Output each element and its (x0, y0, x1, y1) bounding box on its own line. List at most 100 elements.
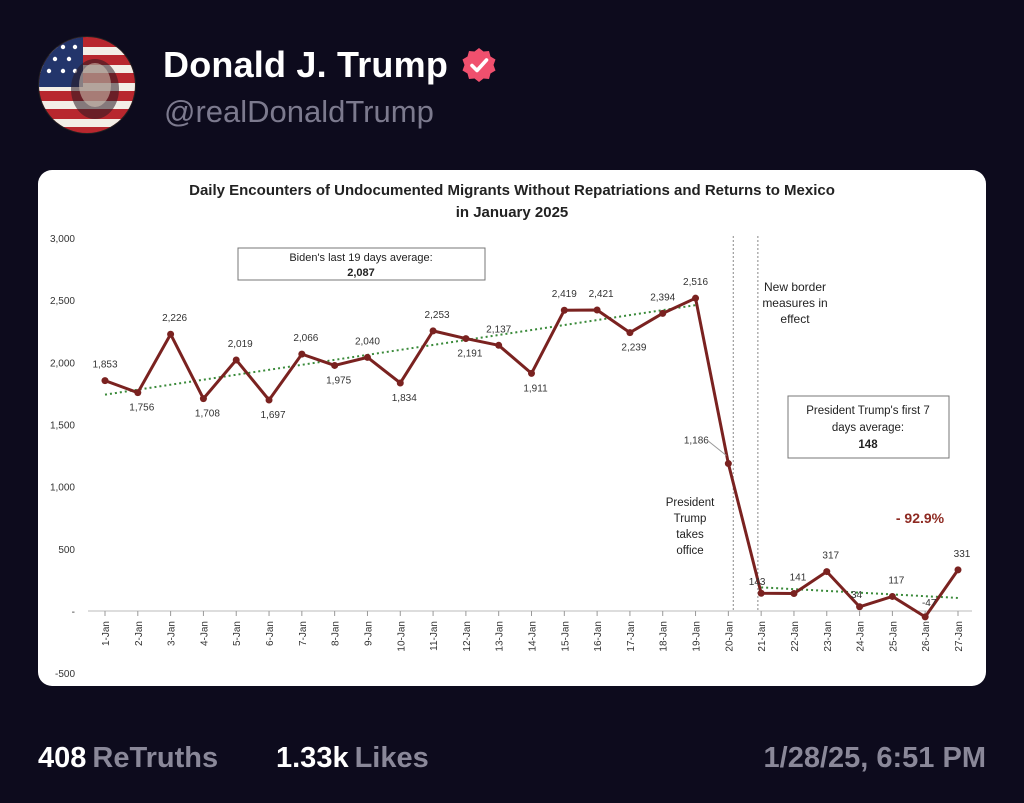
x-tick-label: 4-Jan (199, 621, 210, 646)
x-tick-label: 13-Jan (495, 621, 506, 652)
data-point (363, 353, 371, 361)
x-tick-label: 8-Jan (331, 621, 342, 646)
data-point (593, 306, 601, 314)
data-label: 1,911 (523, 383, 548, 394)
data-point (101, 377, 109, 385)
data-point (724, 460, 732, 468)
data-label: 2,191 (457, 349, 482, 360)
x-tick-label: 27-Jan (954, 621, 965, 652)
author-handle[interactable]: @realDonaldTrump (164, 94, 434, 129)
data-point (528, 369, 535, 377)
data-label: 2,137 (486, 324, 511, 335)
x-tick-label: 23-Jan (823, 621, 834, 652)
data-label: 2,019 (228, 339, 253, 350)
x-tick-label: 14-Jan (528, 621, 539, 652)
data-label: 2,239 (621, 343, 646, 354)
retruths-count: 408 (38, 742, 87, 774)
x-tick-label: 7-Jan (298, 621, 309, 646)
office-label-line1: President (666, 497, 715, 509)
data-label: 1,708 (195, 409, 220, 420)
data-label: 1,186 (684, 436, 709, 447)
data-label: 317 (822, 551, 839, 562)
y-tick-label: 2,500 (50, 296, 75, 307)
x-tick-label: 12-Jan (462, 621, 473, 652)
y-tick-label: - (72, 607, 75, 618)
biden-average-value: 2,087 (347, 267, 375, 279)
x-tick-label: 19-Jan (692, 621, 703, 652)
data-point (265, 396, 273, 404)
data-label: 2,394 (650, 292, 675, 303)
line-chart: Daily Encounters of Undocumented Migrant… (50, 182, 972, 680)
x-tick-label: 18-Jan (659, 621, 670, 652)
data-point (790, 589, 798, 597)
verified-badge-icon (460, 46, 498, 84)
likes-label: Likes (354, 742, 429, 774)
data-label: 1,853 (92, 360, 117, 371)
biden-average-annotation: Biden's last 19 days average: 2,087 (237, 247, 486, 281)
x-tick-label: 2-Jan (134, 621, 145, 646)
data-label: 1,697 (261, 410, 286, 421)
biden-average-text: Biden's last 19 days average: (289, 252, 432, 264)
data-point (232, 356, 240, 364)
data-label: -47 (922, 598, 937, 609)
y-tick-label: 1,500 (50, 421, 75, 432)
x-tick-label: 16-Jan (593, 621, 604, 652)
data-label: 34 (851, 590, 863, 601)
chart-title: Daily Encounters of Undocumented Migrant… (189, 182, 835, 199)
trump-average-annotation: President Trump's first 7 days average: … (787, 395, 950, 459)
post-timestamp[interactable]: 1/28/25, 6:51 PM (763, 742, 986, 774)
retruths-stat[interactable]: 408 ReTruths (38, 742, 218, 775)
data-point (396, 379, 404, 387)
data-label: 2,066 (293, 333, 318, 344)
post-header: Donald J. Trump @realDonaldTrump (38, 36, 938, 134)
x-tick-label: 1-Jan (101, 621, 112, 646)
data-label: 2,253 (425, 310, 450, 321)
x-tick-label: 3-Jan (167, 621, 178, 646)
author-name[interactable]: Donald J. Trump (163, 44, 449, 85)
percent-change-label: - 92.9% (896, 510, 945, 526)
data-label: 1,756 (129, 403, 154, 414)
data-point (659, 309, 667, 317)
data-point (692, 294, 700, 302)
x-tick-label: 15-Jan (560, 621, 571, 652)
post-footer: 408 ReTruths 1.33k Likes 1/28/25, 6:51 PM (0, 742, 1024, 786)
avatar[interactable] (38, 36, 136, 134)
data-label: 143 (749, 577, 766, 588)
data-point (757, 589, 765, 597)
data-point (167, 330, 175, 338)
office-label-line3: takes (676, 529, 704, 541)
y-tick-label: 3,000 (50, 234, 75, 245)
x-tick-label: 21-Jan (757, 621, 768, 652)
x-tick-label: 17-Jan (626, 621, 637, 652)
trump-average-line2: days average: (832, 422, 904, 434)
x-tick-label: 20-Jan (724, 621, 735, 652)
data-point (888, 592, 896, 600)
data-point (921, 613, 929, 621)
data-label: 117 (888, 575, 904, 586)
data-label: 2,226 (162, 313, 187, 324)
retruths-label: ReTruths (92, 742, 219, 774)
likes-stat[interactable]: 1.33k Likes (276, 742, 429, 775)
x-tick-label: 26-Jan (921, 621, 932, 652)
y-tick-label: 1,000 (50, 483, 75, 494)
chart-subtitle: in January 2025 (456, 204, 569, 221)
x-tick-label: 9-Jan (363, 621, 374, 646)
x-tick-label: 25-Jan (888, 621, 899, 652)
data-point (495, 341, 503, 349)
x-tick-label: 24-Jan (856, 621, 867, 652)
flag-portrait-avatar-icon (39, 37, 135, 133)
border-measures-line3: effect (780, 312, 810, 326)
data-label: 2,516 (683, 277, 708, 288)
data-point (560, 306, 568, 314)
data-point (823, 568, 831, 576)
data-label: 2,419 (552, 289, 577, 300)
data-point (134, 389, 142, 397)
data-label: 331 (954, 549, 971, 560)
likes-count: 1.33k (276, 742, 349, 774)
data-point (429, 327, 437, 335)
post-image-chart[interactable]: Daily Encounters of Undocumented Migrant… (38, 170, 986, 686)
data-point (856, 603, 864, 611)
border-measures-line2: measures in (762, 296, 827, 310)
data-point (199, 395, 207, 403)
data-label: 2,421 (589, 289, 614, 300)
